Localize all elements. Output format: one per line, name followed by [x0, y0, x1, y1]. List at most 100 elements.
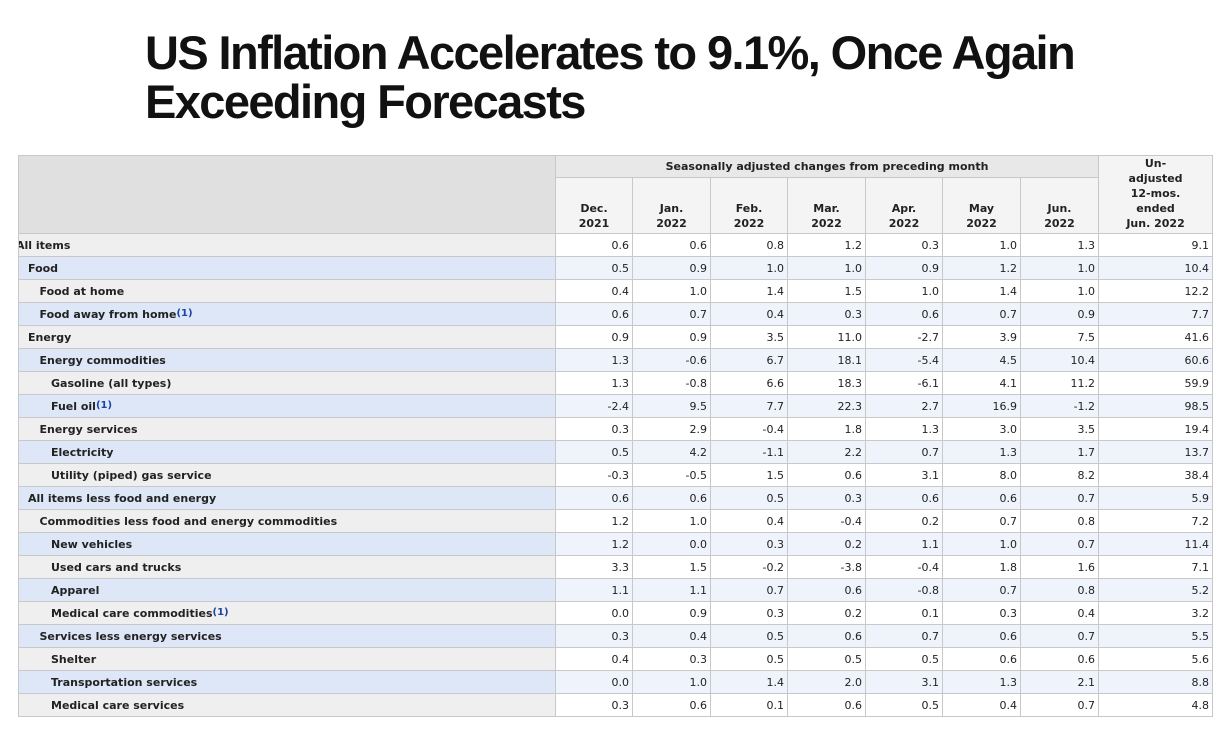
value-cell: 18.1	[787, 348, 866, 372]
value-cell: 22.3	[787, 394, 866, 418]
row-label: Food away from home	[39, 307, 177, 321]
column-header: May 2022	[942, 176, 1021, 235]
value-cell: 3.9	[942, 325, 1021, 349]
column-header: Dec. 2021	[555, 176, 633, 235]
value-cell: 98.5	[1098, 394, 1214, 418]
value-cell: 0.5	[555, 440, 633, 464]
column-header: Un- adjusted 12-mos. ended Jun. 2022	[1098, 155, 1214, 234]
value-cell: 0.6	[1019, 647, 1100, 671]
value-cell: -2.4	[555, 394, 633, 418]
value-cell: 0.9	[555, 325, 633, 349]
row-label-cell: Transportation services	[18, 670, 556, 694]
header-row: Dec. 2021 Jan. 2022 Feb. 2022 Mar. 2022 Apr.…	[19, 176, 1213, 235]
value-cell: 0.6	[555, 302, 633, 326]
value-cell: 0.2	[787, 532, 866, 556]
table-row: Apparel 1.1 1.1 0.7 0.6 -0.8 0.7 0.8 5.2	[18, 578, 1214, 602]
value-cell: 1.2	[555, 509, 633, 533]
value-cell: 7.2	[1098, 509, 1214, 533]
group-header: Seasonally adjusted changes from precedi…	[554, 155, 1100, 178]
value-cell: 0.9	[632, 325, 711, 349]
footnote-link[interactable]: (1)	[95, 399, 113, 411]
value-cell: 0.5	[555, 256, 633, 280]
value-cell: 0.6	[942, 624, 1021, 648]
column-header: Feb. 2022	[710, 176, 788, 235]
column-header: Jan. 2022	[632, 176, 711, 235]
value-cell: 1.5	[787, 279, 866, 303]
value-cell: 60.6	[1098, 348, 1214, 372]
value-cell: 0.5	[865, 647, 943, 671]
value-cell: 5.6	[1098, 647, 1214, 671]
value-cell: 8.2	[1019, 463, 1100, 487]
value-cell: 16.9	[942, 394, 1021, 418]
value-cell: 4.8	[1098, 693, 1214, 717]
table-row: Used cars and trucks 3.3 1.5 -0.2 -3.8 -0.4 1.…	[18, 555, 1214, 579]
table-row: Shelter 0.4 0.3 0.5 0.5 0.5 0.6 0.6 5.6	[18, 647, 1214, 671]
value-cell: 2.9	[632, 417, 711, 441]
value-cell: 0.3	[710, 532, 788, 556]
row-label-cell: Fuel oil(1)	[18, 394, 556, 418]
value-cell: 0.6	[787, 463, 866, 487]
row-label-cell: Food at home	[18, 279, 556, 303]
value-cell: 0.7	[942, 302, 1021, 326]
row-label: Gasoline (all types)	[51, 376, 172, 390]
value-cell: 0.9	[1019, 302, 1100, 326]
table-row: Medical care services 0.3 0.6 0.1 0.6 0.5 0.4 0…	[18, 693, 1214, 717]
row-label-cell: Gasoline (all types)	[18, 371, 556, 395]
value-cell: 0.5	[787, 647, 866, 671]
row-label-cell: Shelter	[18, 647, 556, 671]
value-cell: 38.4	[1098, 463, 1214, 487]
value-cell: 13.7	[1098, 440, 1214, 464]
value-cell: 0.2	[865, 509, 943, 533]
value-cell: 1.4	[710, 670, 788, 694]
footnote-link[interactable]: (1)	[212, 606, 229, 618]
value-cell: 11.4	[1098, 532, 1214, 556]
table-row: Food away from home(1) 0.6 0.7 0.4 0.3 0.6 0.7…	[18, 302, 1214, 326]
value-cell: 3.1	[865, 463, 943, 487]
value-cell: 1.8	[942, 555, 1021, 579]
cpi-table: Seasonally adjusted changes from precedi…	[18, 155, 1214, 717]
table-row: All items 0.6 0.6 0.8 1.2 0.3 1.0 1.3 9.1	[18, 233, 1214, 257]
row-label: Food	[28, 261, 59, 275]
value-cell: 0.6	[632, 693, 711, 717]
value-cell: 7.7	[710, 394, 788, 418]
value-cell: 0.0	[632, 532, 711, 556]
value-cell: 1.3	[942, 440, 1021, 464]
value-cell: 1.0	[1019, 279, 1100, 303]
value-cell: 7.7	[1098, 302, 1214, 326]
value-cell: 0.9	[632, 601, 711, 625]
value-cell: 0.3	[787, 302, 866, 326]
row-label: All items	[18, 238, 71, 252]
value-cell: 0.3	[787, 486, 866, 510]
value-cell: 0.4	[710, 302, 788, 326]
value-cell: -0.8	[632, 371, 711, 395]
value-cell: 1.1	[555, 578, 633, 602]
row-label: Energy commodities	[39, 353, 166, 367]
row-label-cell: Medical care services	[18, 693, 556, 717]
row-label: Commodities less food and energy commodi…	[39, 514, 338, 528]
value-cell: 0.7	[1019, 693, 1100, 717]
value-cell: 10.4	[1098, 256, 1214, 280]
row-label: Fuel oil	[51, 399, 96, 413]
column-header: Apr. 2022	[865, 176, 943, 235]
value-cell: 9.1	[1098, 233, 1214, 257]
table-row: Electricity 0.5 4.2 -1.1 2.2 0.7 1.3 1.7 13.7	[18, 440, 1214, 464]
row-label-cell: Energy	[18, 325, 556, 349]
table-row: Transportation services 0.0 1.0 1.4 2.0 3.1 1.…	[18, 670, 1214, 694]
value-cell: 1.1	[632, 578, 711, 602]
row-label: Energy	[28, 330, 72, 344]
value-cell: 2.0	[787, 670, 866, 694]
row-label-cell: New vehicles	[18, 532, 556, 556]
value-cell: 1.0	[632, 670, 711, 694]
value-cell: 0.4	[1019, 601, 1100, 625]
value-cell: 8.8	[1098, 670, 1214, 694]
table-row: All items less food and energy 0.6 0.6 0.5 0…	[18, 486, 1214, 510]
table-row: Food 0.5 0.9 1.0 1.0 0.9 1.2 1.0 10.4	[18, 256, 1214, 280]
value-cell: 0.6	[865, 302, 943, 326]
row-label: All items less food and energy	[28, 491, 217, 505]
headline: US Inflation Accelerates to 9.1%, Once A…	[145, 26, 1076, 128]
value-cell: 0.4	[942, 693, 1021, 717]
row-label-cell: Commodities less food and energy commodi…	[18, 509, 556, 533]
footnote-link[interactable]: (1)	[176, 307, 193, 319]
value-cell: 0.7	[710, 578, 788, 602]
row-label: New vehicles	[51, 537, 133, 551]
